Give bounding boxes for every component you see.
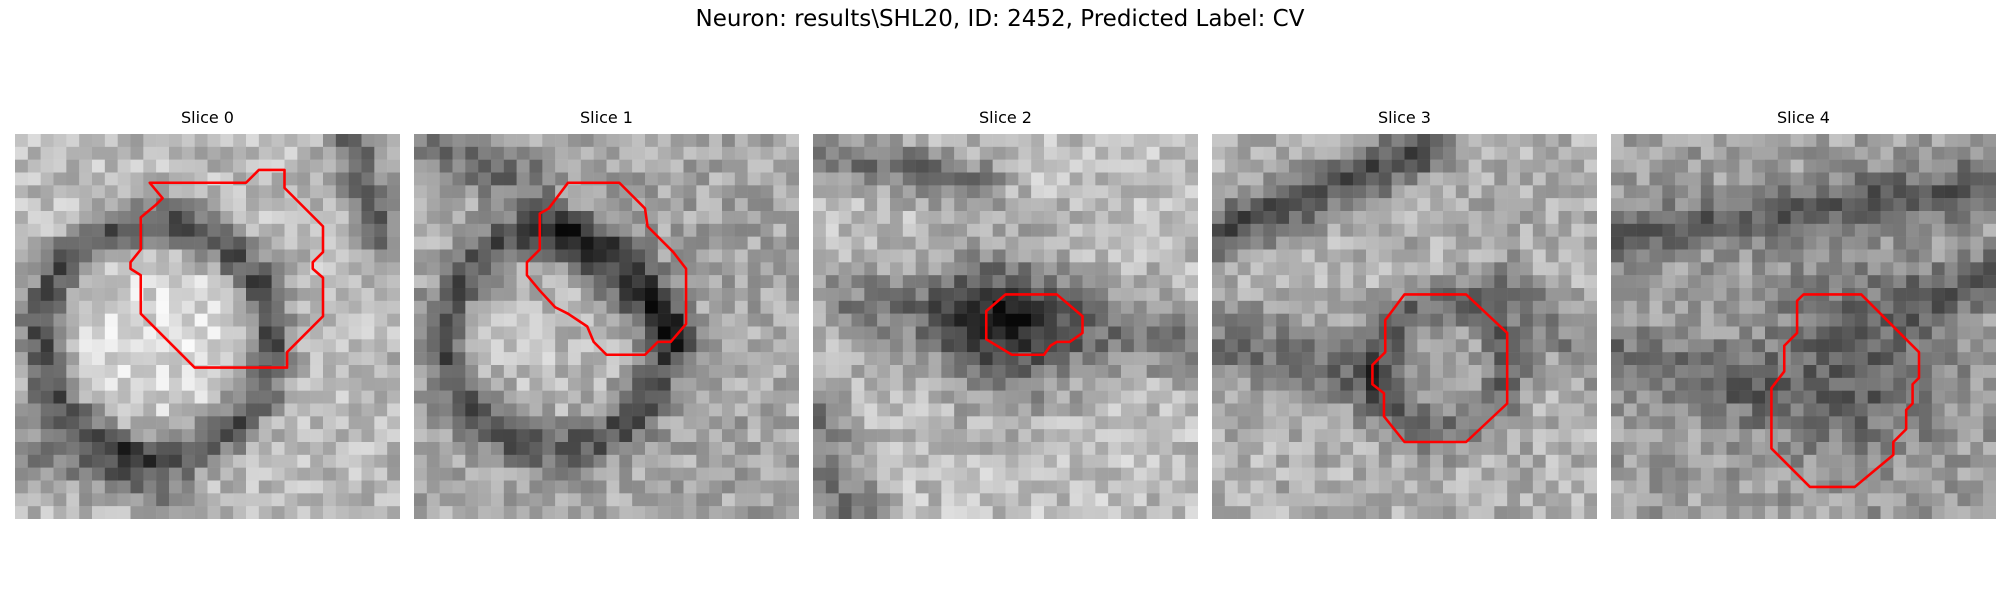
- slice-title: Slice 1: [414, 108, 799, 127]
- slice-image: [15, 134, 400, 519]
- slice-title: Slice 3: [1212, 108, 1597, 127]
- slice-title: Slice 2: [813, 108, 1198, 127]
- slice-image: [1212, 134, 1597, 519]
- slice-image: [813, 134, 1198, 519]
- slice-title: Slice 0: [15, 108, 400, 127]
- slice-title: Slice 4: [1611, 108, 1996, 127]
- slice-image: [414, 134, 799, 519]
- figure-title: Neuron: results\SHL20, ID: 2452, Predict…: [0, 6, 2000, 32]
- slice-image: [1611, 134, 1996, 519]
